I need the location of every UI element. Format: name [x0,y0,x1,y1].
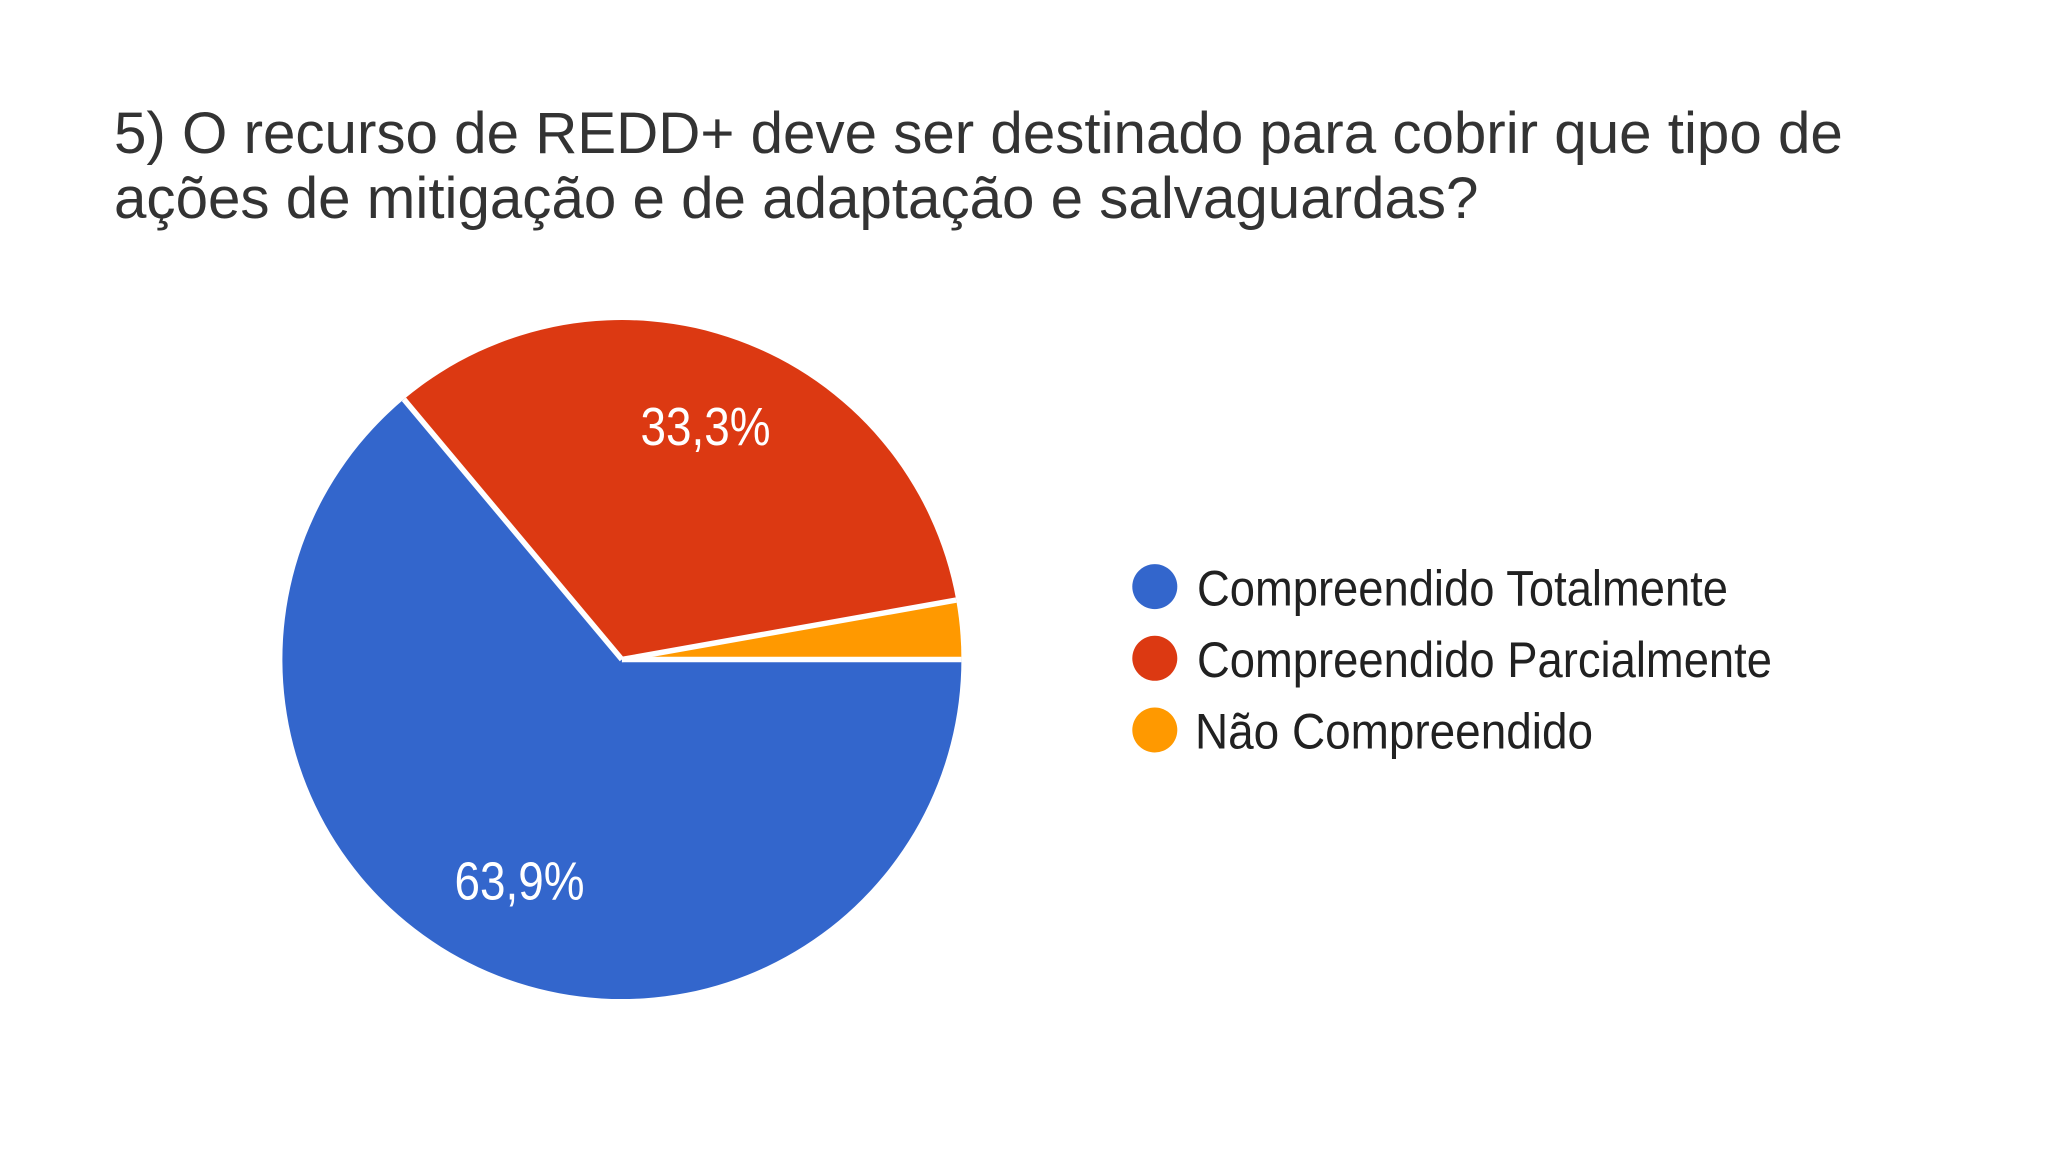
svg-text:ações de mitigação e de adapta: ações de mitigação e de adaptação e salv… [114,166,1478,231]
svg-text:5) O recurso de REDD+ deve ser: 5) O recurso de REDD+ deve ser destinado… [114,101,1843,166]
svg-text:63,9%: 63,9% [455,852,585,912]
svg-text:Compreendido Parcialmente: Compreendido Parcialmente [1197,632,1772,688]
svg-text:Compreendido Totalmente: Compreendido Totalmente [1197,560,1728,616]
svg-text:Não Compreendido: Não Compreendido [1195,704,1593,760]
svg-text:33,3%: 33,3% [641,397,771,457]
